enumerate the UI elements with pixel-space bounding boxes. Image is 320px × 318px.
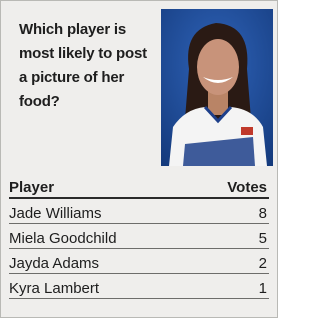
header-cell: Player bbox=[9, 179, 54, 196]
vote-count: 1 bbox=[259, 280, 267, 297]
table-row: Jayda Adams 2 bbox=[9, 249, 269, 274]
player-name: Miela Goodchild bbox=[9, 230, 117, 247]
question: Which player is most likely to post a pi… bbox=[19, 18, 157, 114]
table-row: Jade Williams 8 bbox=[9, 199, 269, 224]
player-name: Jade Williams bbox=[9, 205, 102, 222]
header-cell: Votes bbox=[227, 179, 267, 196]
poll-card: Which player is most likely to post a pi… bbox=[0, 0, 278, 318]
player-name: Kyra Lambert bbox=[9, 280, 99, 297]
table-row: Miela Goodchild 5 bbox=[9, 224, 269, 249]
vote-count: 8 bbox=[259, 205, 267, 222]
table-row: Kyra Lambert 1 bbox=[9, 274, 269, 299]
vote-count: 5 bbox=[259, 230, 267, 247]
table-header: Player Votes bbox=[9, 175, 269, 199]
player-photo bbox=[161, 9, 273, 166]
votes-table: Player Votes Jade Williams 8 Miela Goodchi… bbox=[9, 175, 269, 299]
vote-count: 2 bbox=[259, 255, 267, 272]
player-name: Jayda Adams bbox=[9, 255, 99, 272]
